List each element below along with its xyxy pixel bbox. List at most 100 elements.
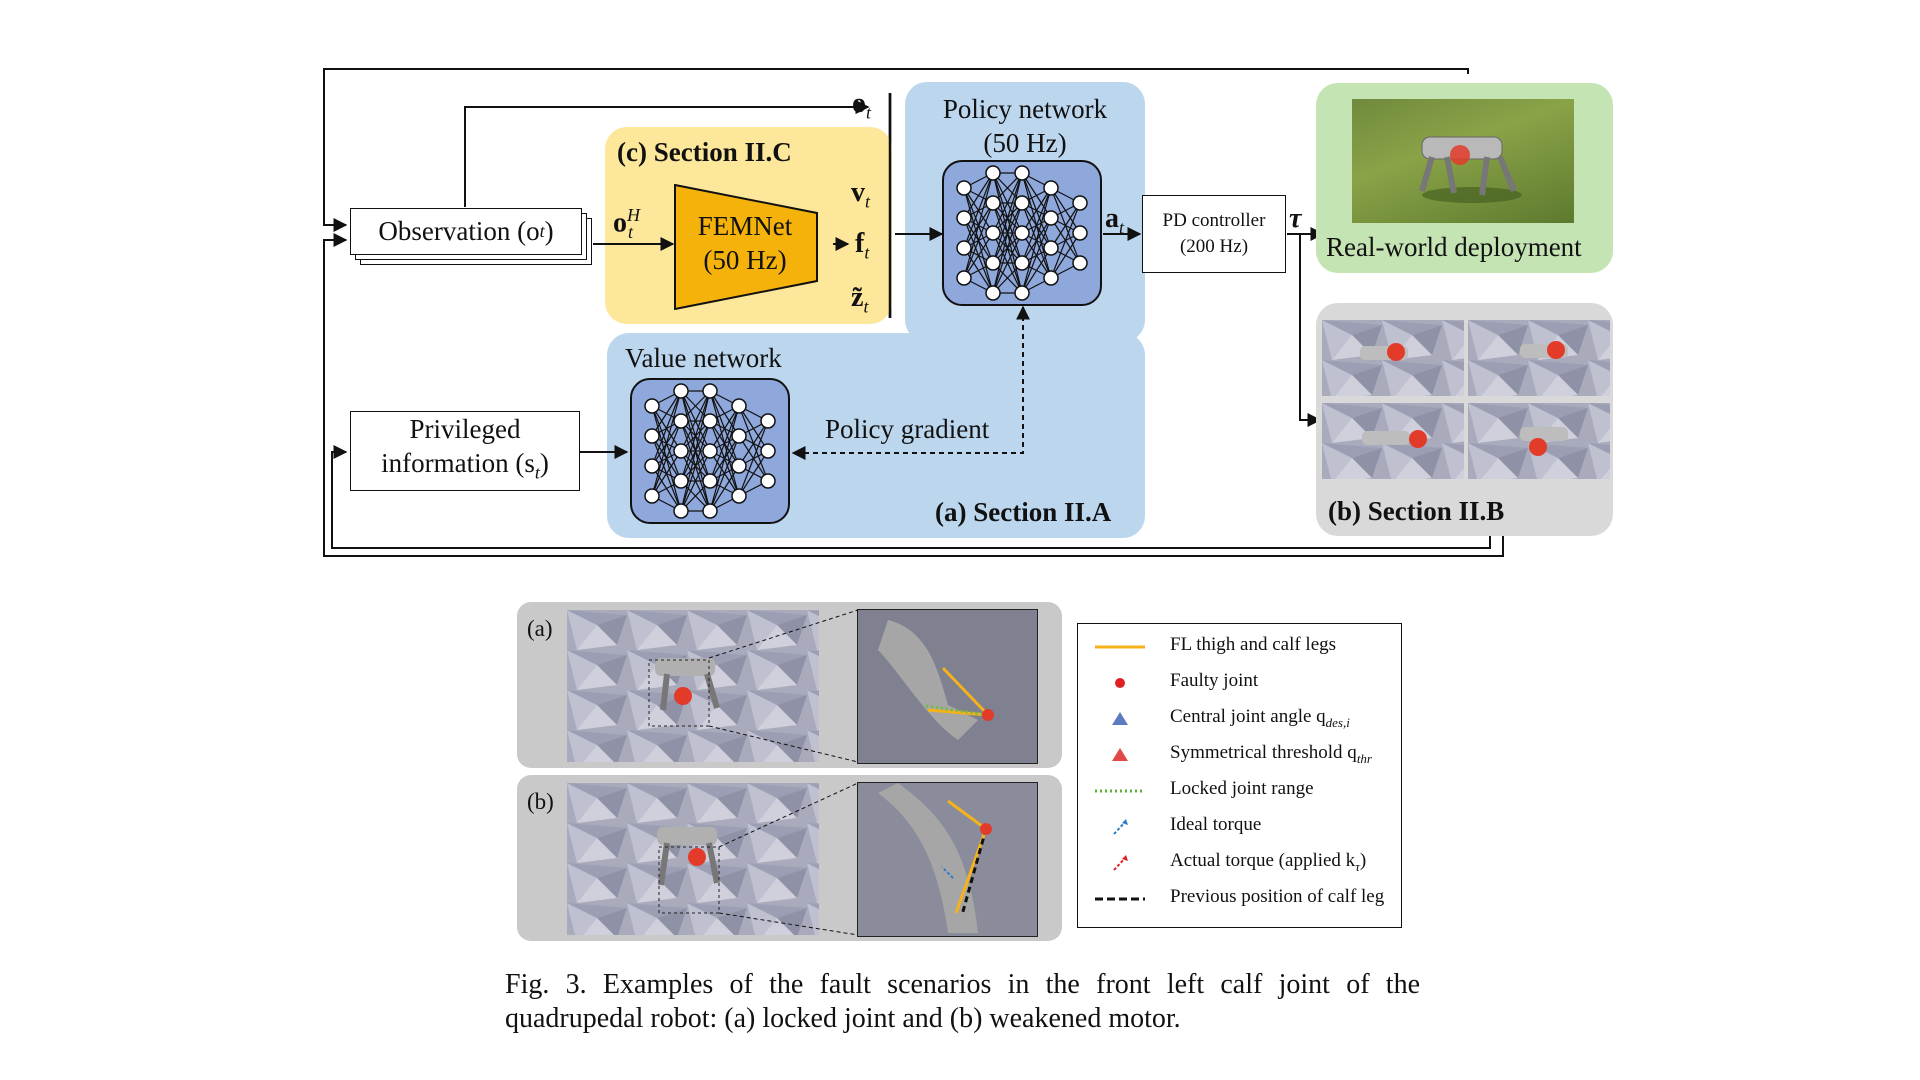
value-network-graph [644,383,776,519]
network-edge [1050,202,1081,279]
red-dot-icon [1090,668,1150,698]
legend-label: Previous position of calf leg [1170,886,1385,907]
network-edge [738,450,769,497]
legend-label: Actual torque (applied kτ) [1170,850,1367,874]
fault-a-zoom [857,609,1038,764]
network-edge [1021,247,1052,294]
network-edge [963,172,994,249]
network-node [956,270,972,286]
legend-label: Locked joint range [1170,778,1314,799]
legend-item: Central joint angle qdes,i [1078,704,1401,734]
network-edge [709,405,740,512]
network-node [985,255,1001,271]
privileged-info-box: Privileged information (st) [350,411,580,491]
fault-b-scene [567,783,819,935]
robot-photo-icon [1419,136,1522,203]
legend-item: Actual torque (applied kτ) [1078,848,1401,878]
network-edge [963,202,994,279]
network-edge [651,390,682,437]
value-network-title: Value network [625,343,782,373]
policy-title-line1: Policy network [942,94,1108,124]
network-node [985,285,1001,301]
network-node [1043,180,1059,196]
network-node [760,413,776,429]
network-node [1072,195,1088,211]
privileged-line1: Privileged [409,414,521,445]
blue-dashed-arrow-icon [1090,812,1150,842]
network-edge [651,390,682,467]
pd-line2: (200 Hz) [1179,236,1249,257]
legend-item: Previous position of calf leg [1078,884,1401,914]
policy-gradient-label: Policy gradient [825,414,990,444]
network-node [673,503,689,519]
network-edge [651,450,682,497]
network-edge [992,232,1023,294]
network-node [702,443,718,459]
real-world-label: Real-world deployment [1326,232,1582,262]
policy-title-line2: (50 Hz) [983,128,1067,158]
pd-controller-box: PD controller (200 Hz) [1142,195,1286,273]
network-node [644,458,660,474]
legend-label: Central joint angle qdes,i [1170,706,1350,730]
sim-image-3 [1322,403,1464,479]
orange-line-icon [1090,632,1150,662]
network-node [673,443,689,459]
network-node [702,473,718,489]
fault-b-zoom [857,782,1038,937]
legend-label: Symmetrical threshold qthr [1170,742,1372,766]
network-edge [1021,187,1052,234]
section-a-label: (a) Section II.A [935,497,1112,527]
section-c-label: (c) Section II.C [617,137,792,167]
section-b-label: (b) Section II.B [1328,496,1505,526]
network-node [956,210,972,226]
network-node [956,240,972,256]
network-node [731,458,747,474]
feedback-loop-lines [323,68,1504,557]
observation-sub: t [539,221,545,241]
network-node [760,473,776,489]
o-t-symbol: ot [852,88,872,123]
network-edge [680,390,711,482]
z-t-symbol: z̃t [851,282,869,317]
policy-network-title: Policy network (50 Hz) [905,92,1145,160]
observation-close: ) [544,216,554,246]
femnet-line2: (50 Hz) [703,245,787,275]
network-edge [1021,187,1052,264]
policy-network-box [942,160,1102,306]
black-dashed-line-icon [1090,884,1150,914]
network-node [673,413,689,429]
network-node [1072,255,1088,271]
network-node [956,180,972,196]
legend-item: FL thigh and calf legs [1078,632,1401,662]
network-node [644,488,660,504]
femnet-label: FEMNet (50 Hz) [674,209,816,277]
legend-label: Faulty joint [1170,670,1259,691]
observation-box: Observation (o t) [350,208,582,255]
blue-triangle-icon [1090,704,1150,734]
red-dashed-arrow-icon [1090,848,1150,878]
o-t-H-symbol: oHt [613,205,640,242]
fault-a-scene [567,610,819,762]
legend-item: Symmetrical threshold qthr [1078,740,1401,770]
network-node [985,225,1001,241]
pd-line1: PD controller [1162,210,1266,231]
network-node [644,428,660,444]
sim-image-4 [1468,403,1610,479]
network-edge [709,465,740,512]
a-t-symbol: at [1105,203,1125,238]
row-a-label: (a) [527,616,553,641]
legend-item: Faulty joint [1078,668,1401,698]
network-node [1014,255,1030,271]
network-node [1014,225,1030,241]
network-edge [680,420,711,512]
network-node [644,398,660,414]
network-node [1014,165,1030,181]
tau-symbol: τ [1289,203,1302,234]
network-node [985,195,1001,211]
network-node [1014,285,1030,301]
sim-image-2 [1468,320,1610,396]
network-edge [1021,187,1052,294]
figure-caption: Fig. 3. Examples of the fault scenarios … [505,969,1420,1034]
femnet-line1: FEMNet [697,211,793,241]
